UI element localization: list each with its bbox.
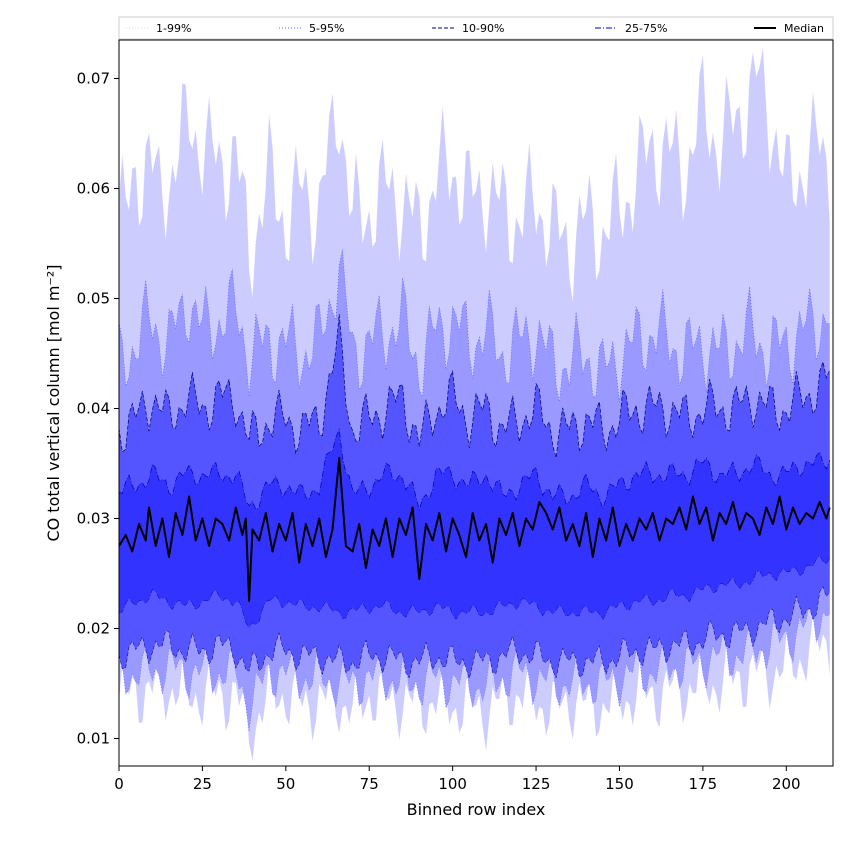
y-axis-label: CO total vertical column [mol m⁻²] (44, 264, 63, 541)
x-tick-label: 75 (360, 775, 379, 793)
x-tick-label: 0 (114, 775, 124, 793)
x-tick-label: 150 (605, 775, 634, 793)
plot-frame (118, 39, 834, 767)
y-tick-label: 0.01 (77, 730, 110, 748)
y-tick-label: 0.05 (77, 290, 110, 308)
x-tick-label: 125 (522, 775, 551, 793)
y-tick-label: 0.06 (77, 180, 110, 198)
band-upper-line-25-75% (119, 428, 831, 512)
x-tick-label: 200 (772, 775, 801, 793)
y-tick-label: 0.07 (77, 70, 110, 88)
median-layer (119, 457, 831, 602)
legend-label-10-90%: 10-90% (462, 22, 504, 35)
legend: 1-99% 5-95% 10-90% 25-75% Median (118, 16, 834, 40)
legend-label-25-75%: 25-75% (625, 22, 667, 35)
band-lower-line-10-90% (119, 586, 830, 680)
x-tick-label: 50 (276, 775, 295, 793)
legend-label-5-95%: 5-95% (309, 22, 344, 35)
y-tick-label: 0.03 (77, 510, 110, 528)
median-line (119, 457, 831, 602)
y-tick-label: 0.04 (77, 400, 110, 418)
percentile-bands (119, 48, 831, 761)
band-25-75% (119, 429, 830, 628)
x-tick-label: 175 (689, 775, 718, 793)
y-axis: 0.01 0.02 0.03 0.04 0.05 0.06 0.07 (77, 70, 119, 748)
band-lower-line-5-95% (119, 600, 830, 732)
legend-label-Median: Median (784, 22, 824, 35)
x-axis-label: Binned row index (407, 800, 546, 819)
x-tick-label: 25 (193, 775, 212, 793)
band-upper-line-1-99% (119, 48, 831, 303)
band-upper-line-5-95% (119, 249, 830, 402)
x-axis: 0 25 50 75 100 125 150 175 200 (114, 766, 801, 793)
band-upper-line-10-90% (119, 314, 831, 458)
legend-label-1-99%: 1-99% (156, 22, 191, 35)
y-tick-label: 0.02 (77, 620, 110, 638)
legend-box (118, 16, 834, 40)
x-tick-label: 100 (438, 775, 467, 793)
